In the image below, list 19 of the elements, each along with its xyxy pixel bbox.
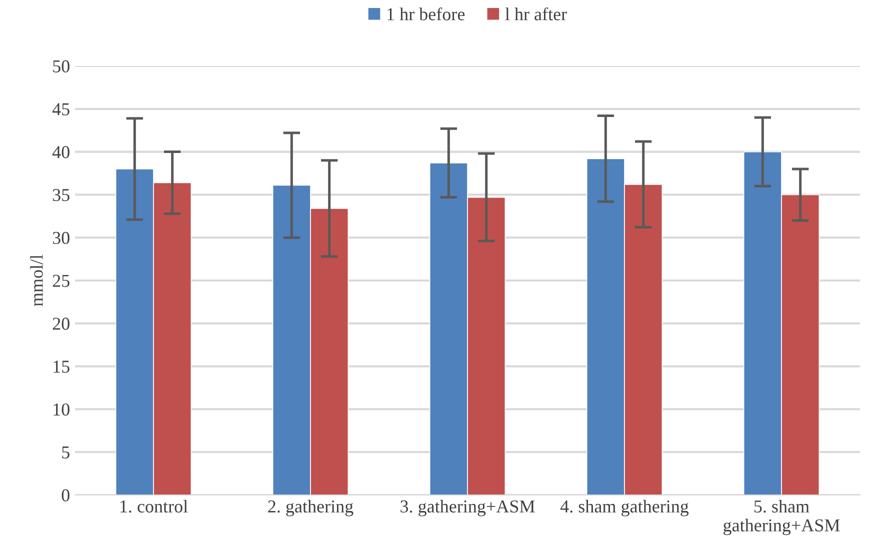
y-tick-label: 30 bbox=[52, 232, 70, 244]
y-tick-label: 0 bbox=[62, 489, 70, 502]
x-tick-label: 4. sham gathering bbox=[560, 500, 689, 516]
y-tick-label: 40 bbox=[52, 146, 70, 158]
legend-label: l hr after bbox=[505, 7, 567, 20]
x-tick-label: 1. control bbox=[120, 500, 188, 513]
y-tick-label: 15 bbox=[54, 360, 70, 373]
y-tick-label: 10 bbox=[54, 403, 70, 416]
y-tick-label: 20 bbox=[52, 318, 70, 330]
x-tick-label: 3. gathering+ASM bbox=[400, 500, 535, 516]
y-tick-label: 5 bbox=[62, 446, 70, 459]
legend-label: 1 hr before bbox=[388, 7, 465, 20]
x-tick-label: 5. sham gathering+ASM bbox=[724, 500, 840, 536]
y-axis-title: mmol/l bbox=[30, 254, 43, 306]
y-tick-label: 35 bbox=[52, 189, 70, 202]
y-tick-label: 45 bbox=[52, 103, 70, 116]
y-tick-label: 50 bbox=[53, 60, 70, 72]
x-tick-label: 2. gathering bbox=[268, 500, 354, 516]
y-tick-label: 25 bbox=[52, 274, 70, 287]
